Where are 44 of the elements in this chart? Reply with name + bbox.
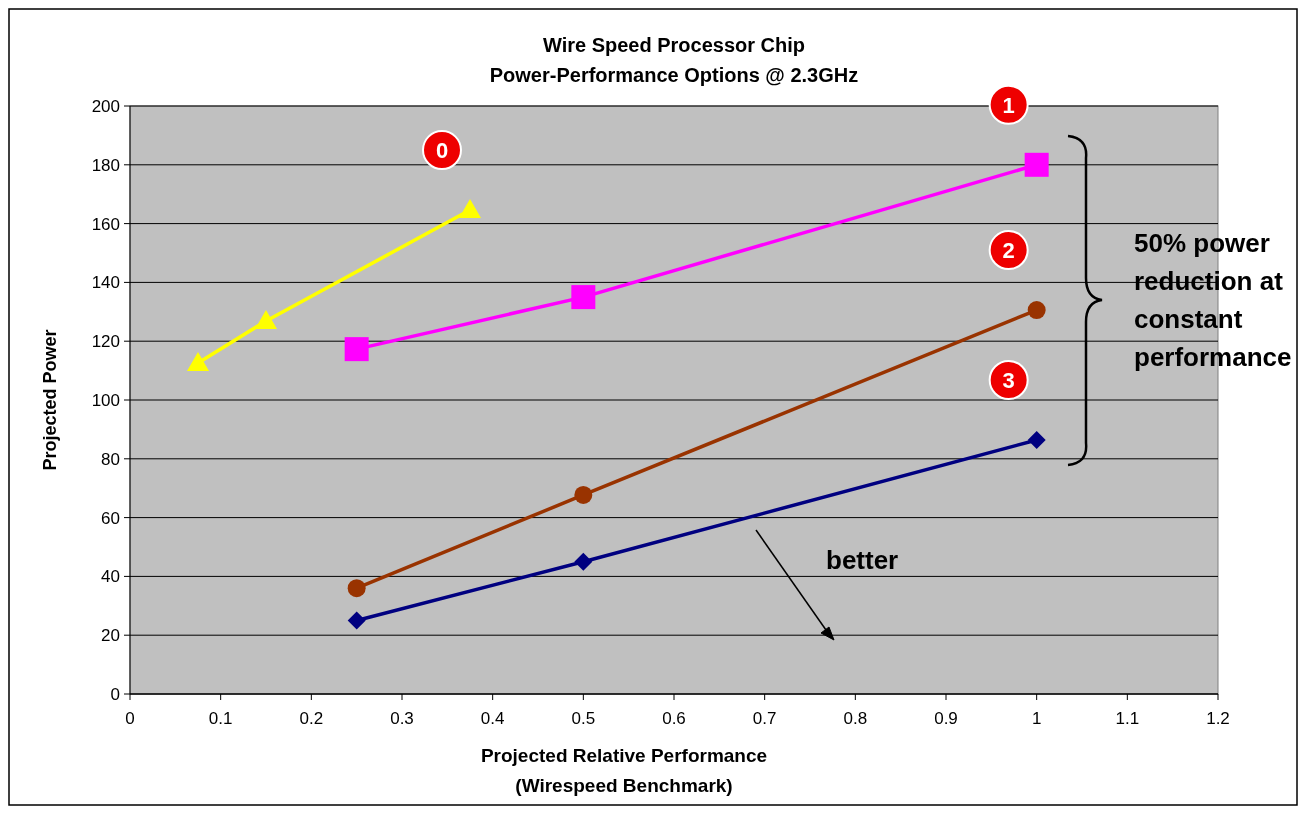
y-tick-label: 200 [91, 97, 120, 116]
point [347, 611, 366, 630]
point [347, 579, 366, 598]
y-tick-label: 100 [91, 391, 120, 410]
x-tick-label: 1.1 [1115, 709, 1140, 728]
y-tick-label: 40 [101, 567, 120, 587]
x-tick-label: 0.8 [843, 709, 868, 728]
point [255, 309, 277, 329]
series-label: 1 [1002, 92, 1015, 118]
x-tick-label: 0.1 [208, 709, 233, 728]
y-axis-title: Projected Power [40, 329, 60, 471]
x-tick-label: 0.9 [934, 709, 958, 728]
x-axis-title: Projected Relative Performance (Wirespeed Benchmark) [480, 745, 768, 796]
series-label: 0 [435, 138, 449, 164]
point [344, 337, 369, 362]
y-tick-label: 60 [101, 508, 120, 528]
y-tick-label: 20 [101, 626, 120, 646]
series-label: 3 [1002, 367, 1015, 393]
point [574, 552, 593, 571]
y-tick-label: 120 [91, 332, 120, 352]
y-tick-label: 160 [91, 214, 120, 234]
y-tick-label: 180 [91, 155, 120, 175]
annotation: better [826, 545, 899, 575]
x-tick-label: 0.5 [571, 709, 596, 728]
x-tick-label: 1 [1031, 709, 1042, 728]
point [1027, 301, 1046, 320]
point [574, 485, 593, 504]
x-tick-label: 0.3 [390, 709, 414, 728]
x-tick-label: 0.4 [480, 709, 505, 728]
x-tick-label: 0.7 [752, 709, 777, 728]
series-label: 2 [1002, 238, 1015, 264]
y-tick-label: 0 [110, 685, 120, 704]
point [1027, 430, 1046, 449]
point [187, 351, 209, 371]
point [459, 199, 481, 219]
chart-title: Wire Speed Processor Chip Power-Performance Options @ 2.3GHz [489, 34, 859, 86]
point [1024, 152, 1049, 177]
x-tick-label: 1.2 [1206, 709, 1230, 728]
y-tick-label: 80 [101, 449, 120, 469]
y-tick-label: 140 [91, 273, 120, 293]
x-tick-label: 0.2 [299, 709, 324, 728]
x-tick-label: 0.6 [662, 709, 686, 728]
point [571, 285, 596, 310]
x-tick-label: 0 [125, 709, 135, 728]
